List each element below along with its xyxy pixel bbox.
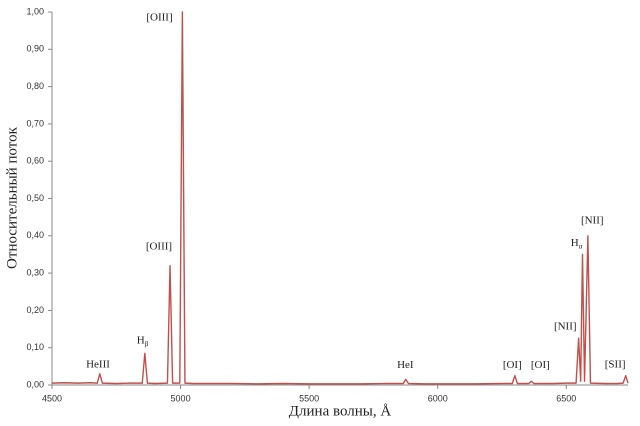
line-label-subscript: α bbox=[579, 242, 583, 250]
y-tick-label: 0,40 bbox=[26, 230, 44, 240]
y-tick-label: 1,00 bbox=[26, 6, 44, 16]
x-tick-label: 5500 bbox=[299, 393, 319, 403]
y-tick-label: 0,80 bbox=[26, 81, 44, 91]
line-label: Hα bbox=[571, 237, 583, 250]
line-label-subscript: β bbox=[145, 340, 149, 348]
x-tick-label: 4500 bbox=[42, 393, 62, 403]
line-label: [SII] bbox=[605, 358, 626, 370]
x-tick-label: 6000 bbox=[428, 393, 448, 403]
line-label: [OI] bbox=[531, 359, 550, 371]
x-axis-title: Длина волны, Å bbox=[289, 403, 392, 419]
y-tick-label: 0,30 bbox=[26, 267, 44, 277]
x-tick-label: 5000 bbox=[171, 393, 191, 403]
y-tick-label: 0,70 bbox=[26, 118, 44, 128]
line-label: [NII] bbox=[581, 214, 604, 226]
line-label: HeI bbox=[397, 359, 414, 371]
line-label: [OIII] bbox=[146, 241, 172, 253]
y-tick-label: 0,90 bbox=[26, 44, 44, 54]
line-label: [OIII] bbox=[146, 11, 172, 23]
line-label: HeIII bbox=[86, 358, 110, 370]
y-tick-label: 0,60 bbox=[26, 156, 44, 166]
y-tick-label: 0,10 bbox=[26, 342, 44, 352]
y-tick-label: 0,50 bbox=[26, 193, 44, 203]
y-tick-label: 0,00 bbox=[26, 379, 44, 389]
line-label: [NII] bbox=[554, 321, 577, 333]
y-tick-label: 0,20 bbox=[26, 305, 44, 315]
spectrum-line bbox=[51, 11, 629, 385]
line-label: [OI] bbox=[503, 359, 522, 371]
y-axis-title: Относительный поток bbox=[4, 126, 20, 269]
x-tick-label: 6500 bbox=[556, 393, 576, 403]
line-label: Hβ bbox=[137, 335, 149, 348]
